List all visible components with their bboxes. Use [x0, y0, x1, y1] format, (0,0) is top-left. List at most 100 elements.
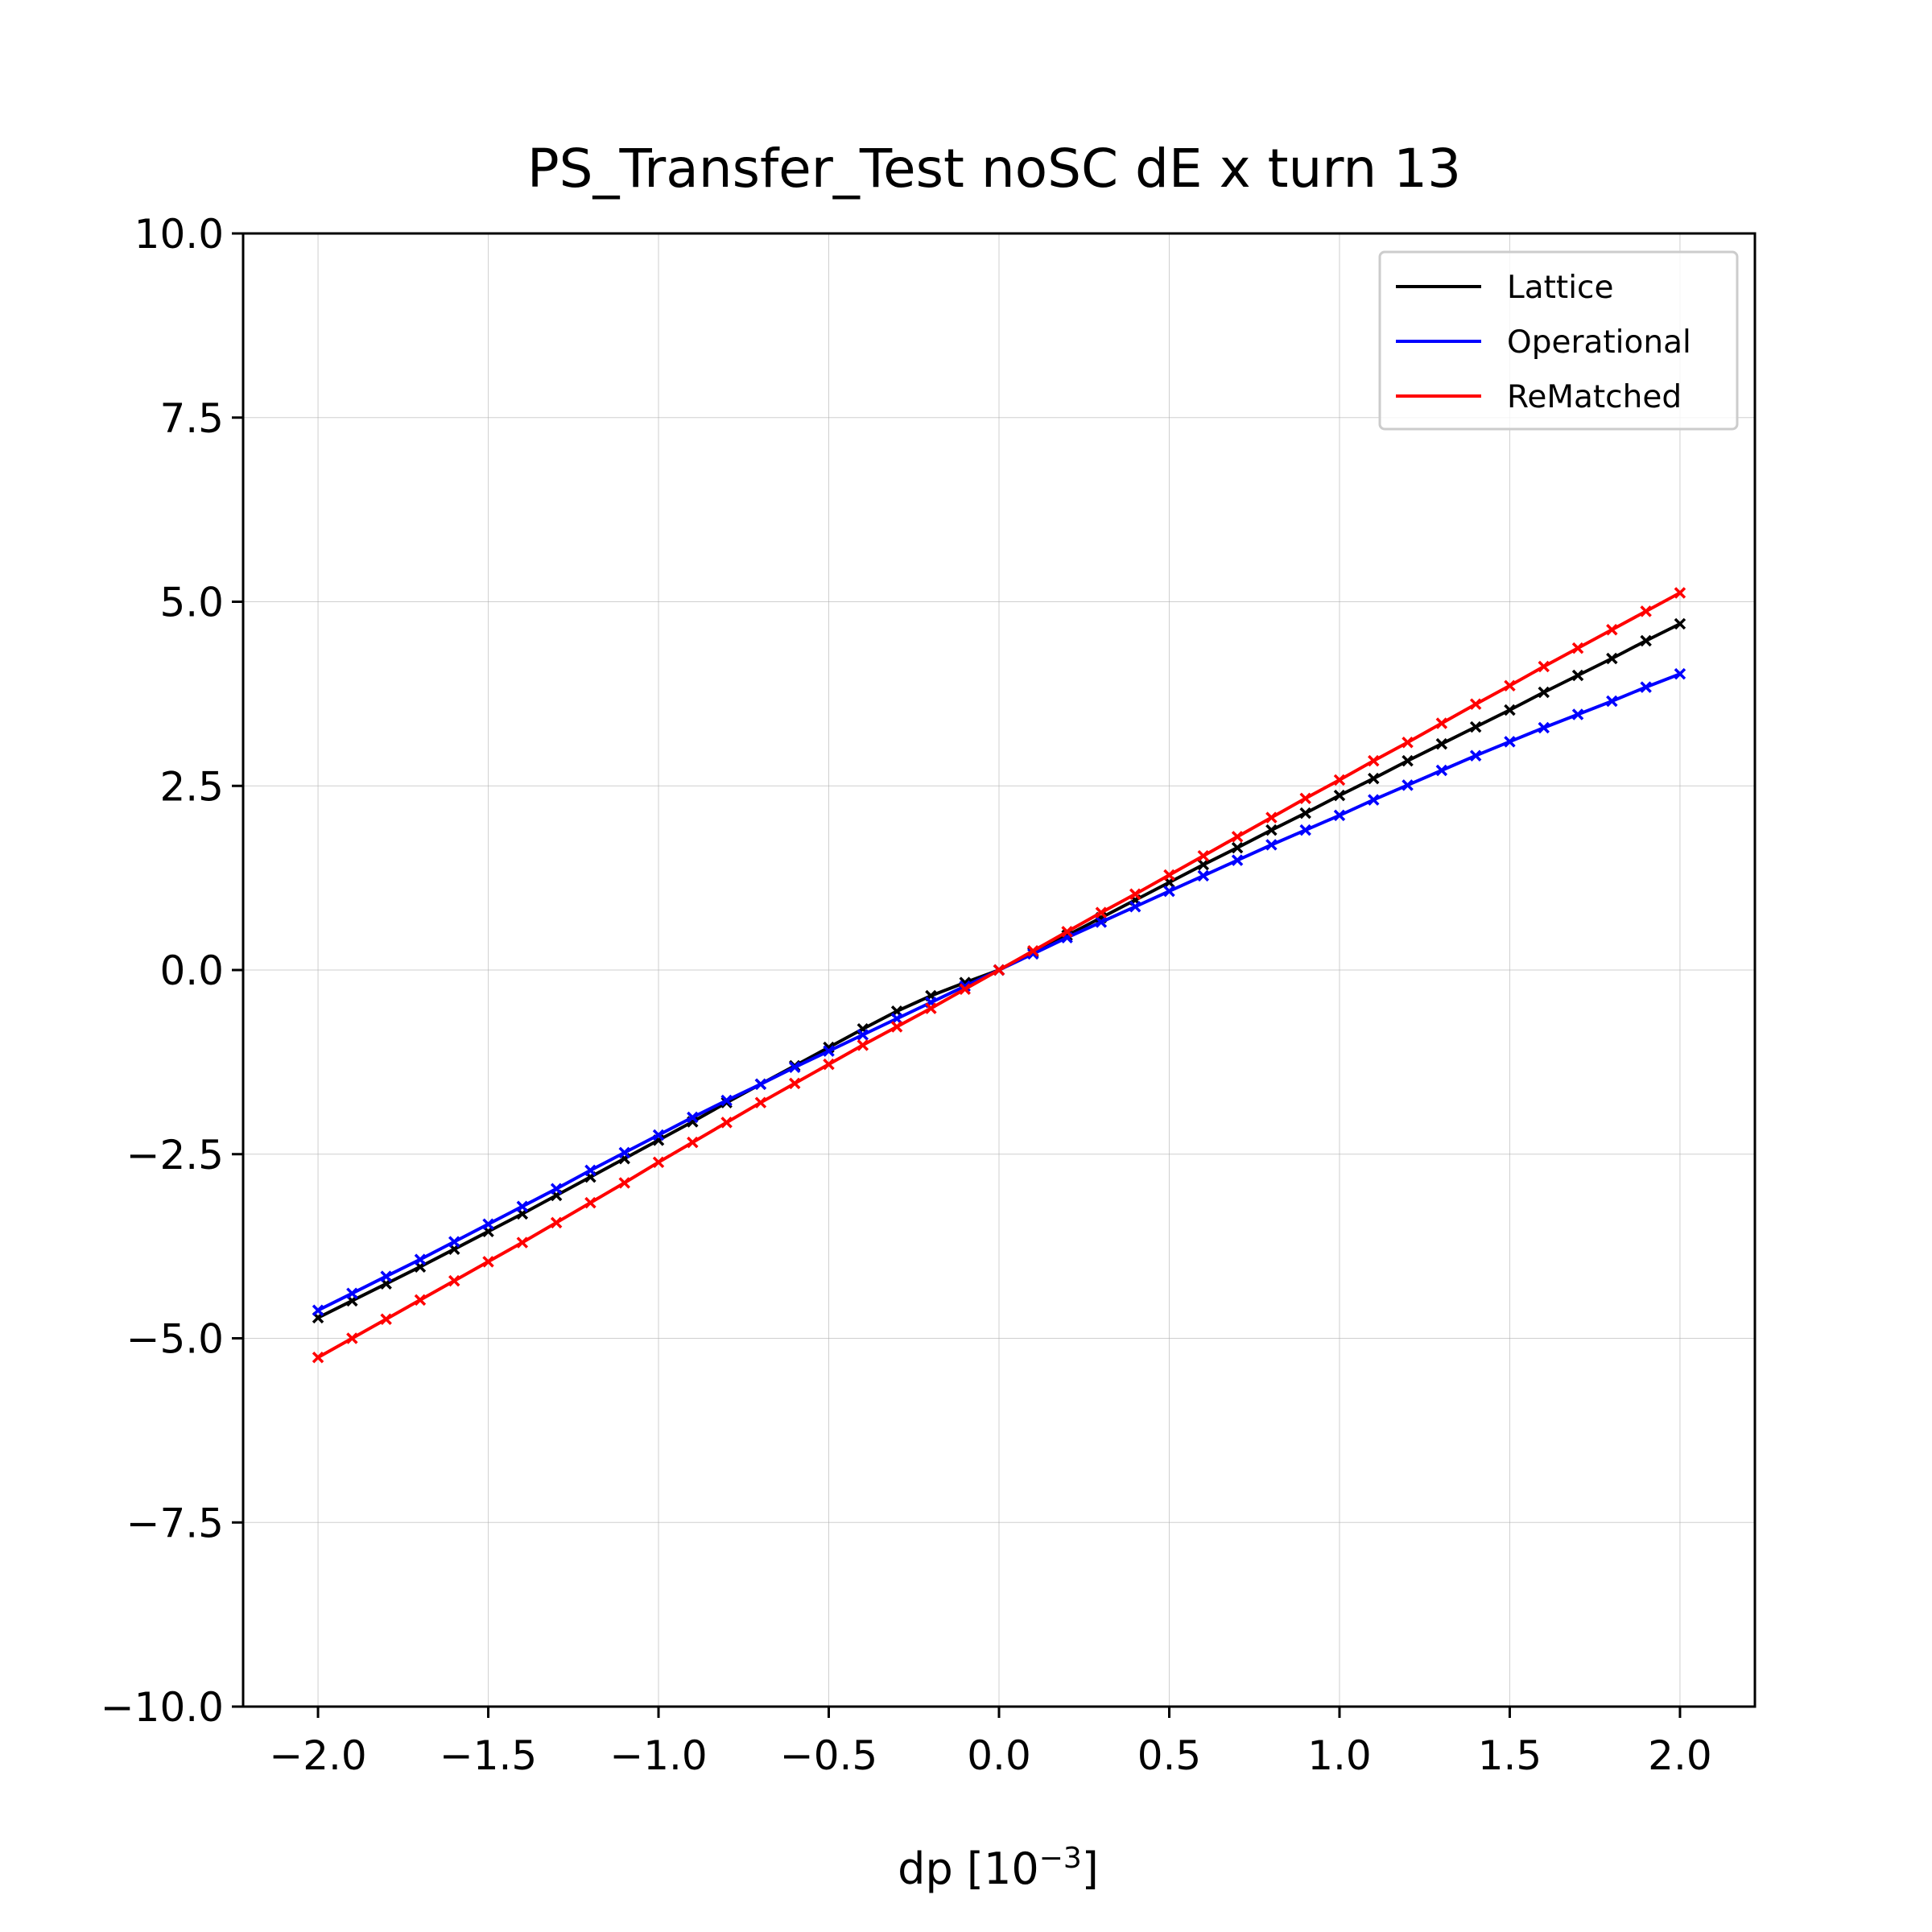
series-rematched — [312, 587, 1686, 1364]
data-point-rematched — [993, 964, 1005, 976]
y-tick-label: −5.0 — [126, 1316, 224, 1363]
data-point-rematched — [1333, 774, 1346, 786]
data-point-rematched — [1435, 717, 1448, 729]
x-tick-label: 1.5 — [1478, 1732, 1542, 1779]
y-tick-label: 0.0 — [159, 947, 224, 994]
data-point-operational — [550, 1183, 563, 1195]
data-point-lattice — [1299, 807, 1311, 819]
data-point-rematched — [1197, 849, 1210, 862]
data-point-rematched — [823, 1058, 835, 1071]
x-axis-label-exponent: −3 — [1039, 1842, 1082, 1875]
data-point-rematched — [414, 1294, 427, 1307]
data-point-operational — [788, 1061, 801, 1074]
data-point-rematched — [448, 1274, 460, 1287]
data-point-rematched — [1231, 831, 1244, 843]
data-point-rematched — [687, 1136, 699, 1149]
data-point-lattice — [1265, 824, 1278, 836]
data-point-rematched — [959, 983, 971, 996]
data-point-rematched — [550, 1216, 563, 1229]
data-point-rematched — [925, 1002, 937, 1014]
x-tick-label: −0.5 — [780, 1732, 877, 1779]
data-point-rematched — [1504, 679, 1516, 692]
data-point-operational — [482, 1218, 494, 1230]
data-point-rematched — [720, 1117, 733, 1129]
data-point-lattice — [1469, 720, 1482, 733]
legend-label-operational: Operational — [1507, 324, 1691, 361]
y-tick-label: −2.5 — [126, 1132, 224, 1179]
data-point-rematched — [857, 1039, 869, 1051]
data-point-operational — [414, 1253, 427, 1265]
data-point-rematched — [1538, 660, 1550, 673]
data-point-operational — [516, 1200, 529, 1212]
data-point-lattice — [1197, 858, 1210, 871]
data-point-operational — [1571, 708, 1584, 720]
data-point-operational — [857, 1029, 869, 1041]
x-axis-label-suffix: ] — [1082, 1843, 1099, 1894]
data-point-operational — [1469, 749, 1482, 762]
x-axis-label: dp [10−3] — [898, 1842, 1099, 1894]
data-point-lattice — [1231, 841, 1244, 854]
data-point-rematched — [890, 1021, 903, 1033]
chart-title: PS_Transfer_Test noSC dE x turn 13 — [527, 138, 1461, 200]
data-point-rematched — [1606, 624, 1618, 636]
y-tick-label: 7.5 — [159, 395, 224, 442]
data-point-lattice — [1333, 789, 1346, 802]
x-tick-label: 0.5 — [1137, 1732, 1202, 1779]
data-point-operational — [1095, 916, 1108, 928]
data-point-operational — [754, 1078, 767, 1091]
data-point-rematched — [1095, 906, 1108, 919]
data-point-rematched — [1027, 944, 1039, 957]
data-point-lattice — [1435, 737, 1448, 750]
data-point-rematched — [380, 1313, 392, 1325]
x-tick-label: −1.0 — [609, 1732, 707, 1779]
data-point-rematched — [618, 1177, 630, 1189]
data-point-operational — [1538, 721, 1550, 734]
y-tick-label: 10.0 — [134, 211, 224, 258]
data-point-rematched — [1061, 926, 1073, 938]
data-point-operational — [1163, 885, 1175, 898]
data-point-lattice — [1402, 754, 1414, 767]
data-point-lattice — [1606, 652, 1618, 665]
data-point-rematched — [312, 1352, 324, 1364]
data-point-lattice — [1368, 772, 1380, 785]
data-point-operational — [652, 1129, 665, 1141]
data-point-lattice — [1571, 669, 1584, 682]
x-tick-label: 1.0 — [1307, 1732, 1372, 1779]
data-point-operational — [1504, 736, 1516, 748]
x-tick-label: −2.0 — [269, 1732, 366, 1779]
data-point-operational — [312, 1304, 324, 1316]
data-point-operational — [1674, 667, 1686, 680]
x-tick-label: 2.0 — [1648, 1732, 1712, 1779]
data-point-rematched — [1163, 869, 1175, 881]
y-tick-label: −10.0 — [101, 1684, 224, 1731]
y-tick-label: 5.0 — [159, 580, 224, 626]
y-tick-label: 2.5 — [159, 763, 224, 810]
data-point-operational — [1606, 695, 1618, 708]
data-point-operational — [1129, 901, 1141, 913]
data-point-lattice — [1504, 704, 1516, 716]
series-layer — [312, 587, 1686, 1364]
data-point-rematched — [1299, 792, 1311, 805]
data-point-operational — [1640, 681, 1652, 693]
data-point-operational — [380, 1270, 392, 1282]
data-point-operational — [823, 1045, 835, 1057]
data-point-rematched — [482, 1256, 494, 1268]
data-point-rematched — [788, 1077, 801, 1090]
data-point-rematched — [1571, 642, 1584, 654]
data-point-rematched — [1402, 737, 1414, 749]
data-point-operational — [687, 1111, 699, 1124]
data-point-operational — [1368, 794, 1380, 806]
data-point-operational — [720, 1094, 733, 1107]
x-tick-label: 0.0 — [967, 1732, 1031, 1779]
data-point-operational — [1299, 824, 1311, 836]
data-point-operational — [1265, 839, 1278, 851]
data-point-operational — [1197, 869, 1210, 882]
data-point-operational — [448, 1236, 460, 1248]
x-axis-label-base: dp [10 — [898, 1843, 1039, 1894]
data-point-operational — [618, 1146, 630, 1159]
data-point-lattice — [1538, 686, 1550, 699]
data-point-operational — [1333, 809, 1346, 822]
data-point-rematched — [1640, 605, 1652, 617]
data-point-rematched — [1469, 698, 1482, 710]
